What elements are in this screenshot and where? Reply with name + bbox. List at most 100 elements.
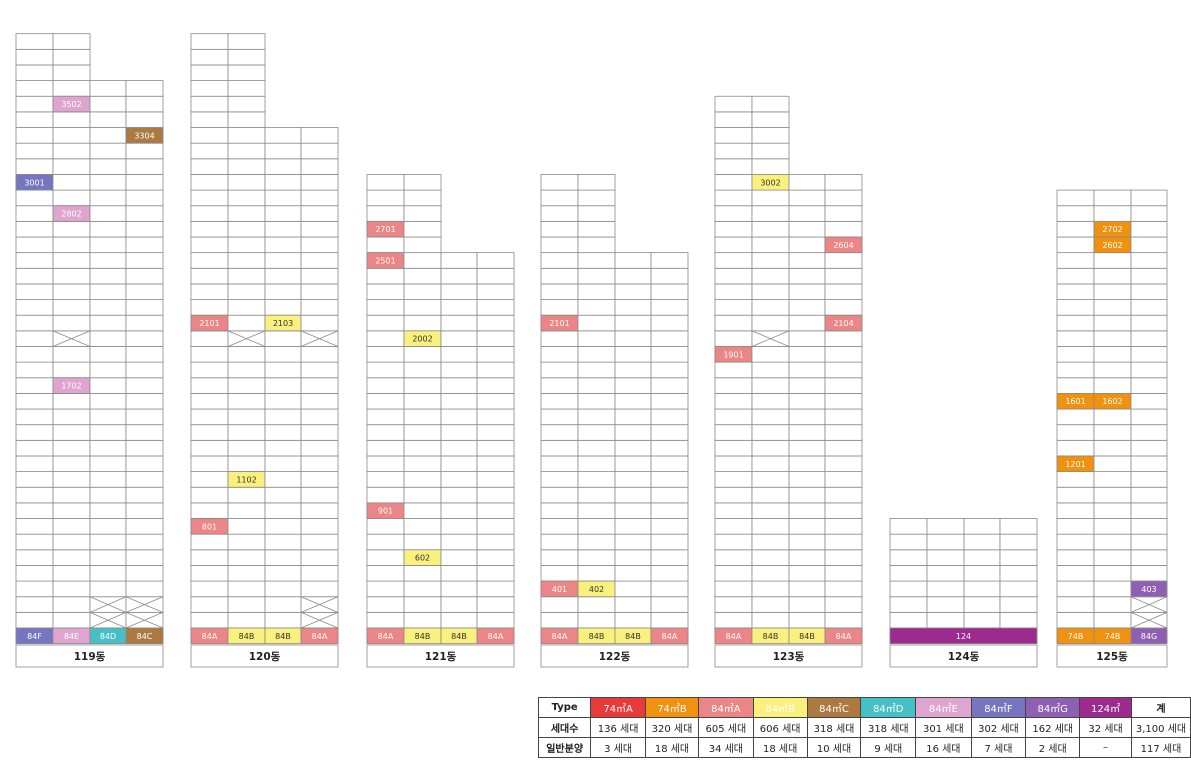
floor-cell	[89, 330, 127, 347]
floor-cell	[15, 48, 54, 66]
legend-type-1: 74㎡B	[644, 697, 700, 718]
floor-cell	[403, 314, 442, 332]
floor-cell	[227, 142, 266, 160]
void-cross-mark	[300, 611, 339, 629]
floor-cell	[614, 283, 652, 300]
floor-cell	[15, 252, 54, 269]
floor-cell	[1130, 314, 1168, 332]
floor-cell	[540, 205, 579, 222]
base-unit-label: 84A	[662, 632, 678, 641]
floor-cell	[1056, 518, 1095, 535]
floor-cell	[366, 471, 405, 488]
floor-cell	[1130, 549, 1168, 566]
floor-cell	[614, 424, 652, 441]
floor-cell	[15, 486, 54, 504]
building-label-box	[540, 644, 689, 668]
floor-cell	[366, 486, 405, 504]
base-unit-label: 84A	[836, 632, 852, 641]
floor-cell	[824, 377, 863, 394]
void-cross-mark	[52, 330, 91, 347]
floor-cell	[650, 518, 689, 535]
floor-cell	[366, 580, 405, 598]
floor-cell	[403, 455, 442, 472]
base-unit-cell	[1130, 627, 1168, 645]
floor-cell	[300, 346, 339, 363]
floor-cell	[540, 377, 579, 394]
floor-cell	[714, 471, 753, 488]
building-name: 124동	[948, 651, 980, 663]
floor-cell	[476, 455, 515, 472]
sale-unit-cell	[824, 314, 863, 332]
floor-cell	[440, 611, 478, 629]
base-unit-cell	[650, 627, 689, 645]
floor-cell	[440, 283, 478, 300]
legend-units-row: 세대수 136 세대 320 세대 605 세대 606 세대 318 세대 318 세대…	[537, 717, 1191, 738]
floor-cell	[714, 596, 753, 613]
floor-cell	[1056, 611, 1095, 629]
base-unit-cell	[125, 627, 164, 645]
floor-cell	[440, 486, 478, 504]
building-column: 84B	[440, 252, 478, 645]
building-column: 84D	[89, 80, 127, 645]
building-floor-plan: 84F 3001 84E 3502 2802 1702 84D 84C 3304 119동 84A 2…	[15, 33, 1168, 668]
floor-cell	[190, 236, 229, 254]
floor-cell	[577, 533, 616, 551]
floor-cell	[963, 596, 1001, 613]
floor-cell	[15, 549, 54, 566]
floor-cell	[125, 299, 164, 316]
building-label-box	[889, 644, 1038, 668]
floor-cell	[1093, 252, 1132, 269]
floor-cell	[403, 267, 442, 285]
legend-sale-10: 117 세대	[1130, 737, 1191, 758]
floor-cell	[227, 611, 266, 629]
floor-cell	[614, 502, 652, 519]
floor-cell	[714, 142, 753, 160]
floor-cell	[650, 596, 689, 613]
floor-cell	[190, 33, 229, 50]
floor-cell	[440, 392, 478, 410]
building-label-box	[190, 644, 339, 668]
floor-cell	[824, 299, 863, 316]
sale-unit-number: 801	[202, 522, 217, 531]
floor-cell	[125, 346, 164, 363]
floor-cell	[1056, 205, 1095, 222]
floor-cell	[788, 596, 826, 613]
floor-cell	[300, 205, 339, 222]
legend-type-10: 계	[1130, 697, 1191, 718]
floor-cell	[190, 111, 229, 128]
floor-cell	[227, 189, 266, 207]
floor-cell	[227, 64, 266, 81]
floor-cell	[403, 486, 442, 504]
floor-cell	[751, 580, 790, 598]
floor-cell	[614, 408, 652, 426]
floor-cell	[190, 361, 229, 379]
floor-cell	[190, 549, 229, 566]
floor-cell	[614, 346, 652, 363]
unit-type-legend-table: Type 74㎡A 74㎡B 84㎡A 84㎡B 84㎡C 84㎡D 84㎡E 84㎡F 84㎡…	[537, 697, 1191, 758]
floor-cell	[476, 502, 515, 519]
floor-cell	[714, 205, 753, 222]
floor-cell	[1130, 565, 1168, 582]
floor-cell	[264, 455, 302, 472]
floor-cell	[824, 518, 863, 535]
floor-cell	[264, 486, 302, 504]
floor-cell	[1056, 486, 1095, 504]
building-column: 84B 402	[577, 174, 616, 645]
legend-units-5: 318 세대	[860, 717, 917, 738]
floor-cell	[999, 518, 1038, 535]
floor-cell	[403, 174, 442, 191]
sale-unit-number: 2101	[549, 319, 569, 328]
floor-cell	[125, 471, 164, 488]
sale-unit-number: 2702	[1102, 225, 1122, 234]
floor-cell	[190, 471, 229, 488]
floor-cell	[751, 111, 790, 128]
floor-cell	[788, 533, 826, 551]
floor-cell	[963, 565, 1001, 582]
floor-cell	[714, 236, 753, 254]
floor-cell	[999, 533, 1038, 551]
floor-cell	[1056, 580, 1095, 598]
floor-cell	[366, 236, 405, 254]
floor-cell	[52, 283, 91, 300]
floor-cell	[926, 518, 965, 535]
floor-cell	[1056, 346, 1095, 363]
